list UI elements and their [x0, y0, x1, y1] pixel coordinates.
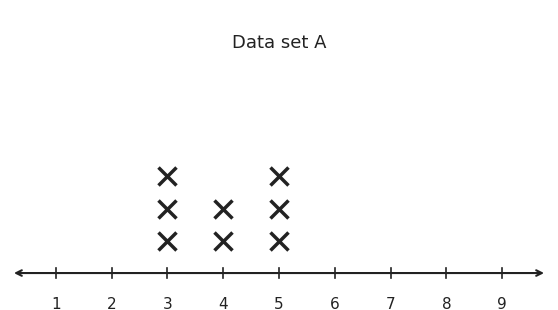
- Text: 6: 6: [330, 297, 340, 310]
- Text: 2: 2: [107, 297, 117, 310]
- Text: 5: 5: [274, 297, 284, 310]
- Text: 8: 8: [441, 297, 451, 310]
- Text: 7: 7: [386, 297, 396, 310]
- Text: Data set A: Data set A: [232, 33, 326, 51]
- Text: 1: 1: [51, 297, 61, 310]
- Text: 9: 9: [497, 297, 507, 310]
- Text: 3: 3: [162, 297, 172, 310]
- Text: 4: 4: [218, 297, 228, 310]
